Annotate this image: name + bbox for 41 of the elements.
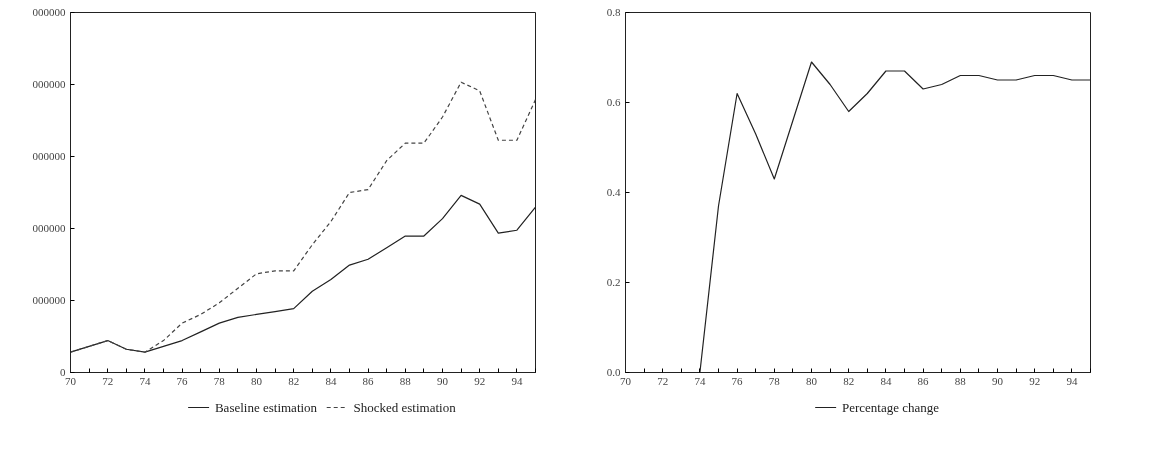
x-tick-label: 74 xyxy=(139,374,151,387)
x-tick-label: 74 xyxy=(694,374,706,387)
text: 000000 xyxy=(32,294,66,306)
x-tick-label: 80 xyxy=(806,374,818,387)
y-tick-label: 0.4 xyxy=(606,186,621,198)
x-tick-label: 72 xyxy=(102,374,114,387)
legend-label: Baseline estimation xyxy=(214,400,318,415)
x-tick-label: 90 xyxy=(992,374,1004,387)
text: 000000 xyxy=(32,222,66,234)
x-tick-label: 84 xyxy=(325,374,337,387)
x-tick-label: 88 xyxy=(399,374,412,387)
y-tick-label: 0.0 xyxy=(606,366,621,378)
legend-label: Shocked estimation xyxy=(353,400,457,415)
x-tick-label: 92 xyxy=(1029,374,1041,387)
x-tick-label: 70 xyxy=(620,374,632,387)
x-tick-label: 82 xyxy=(843,374,855,387)
line-series xyxy=(699,61,1091,373)
x-tick-label: 92 xyxy=(474,374,486,387)
x-tick-label: 78 xyxy=(768,374,781,387)
x-tick-label: 94 xyxy=(1066,374,1078,387)
x-tick-label: 72 xyxy=(657,374,669,387)
x-tick-label: 76 xyxy=(731,374,744,387)
x-tick-label: 78 xyxy=(213,374,226,387)
y-tick-label: 0.2 xyxy=(606,276,621,288)
text: 000000 xyxy=(32,150,66,162)
x-tick-label: 82 xyxy=(288,374,300,387)
y-tick-label: 0.6 xyxy=(606,96,621,108)
x-tick-label: 86 xyxy=(917,374,930,387)
text: 000000 xyxy=(32,6,66,18)
x-tick-label: 94 xyxy=(511,374,523,387)
x-tick-label: 70 xyxy=(65,374,77,387)
x-tick-label: 88 xyxy=(954,374,967,387)
x-tick-label: 90 xyxy=(437,374,449,387)
x-tick-label: 84 xyxy=(880,374,892,387)
text: 0 xyxy=(60,366,66,378)
text: 000000 xyxy=(32,78,66,90)
x-tick-label: 86 xyxy=(362,374,375,387)
x-tick-label: 80 xyxy=(251,374,263,387)
y-tick-label: 0.8 xyxy=(606,6,621,18)
x-tick-label: 76 xyxy=(176,374,189,387)
legend-label: Percentage change xyxy=(842,400,940,415)
